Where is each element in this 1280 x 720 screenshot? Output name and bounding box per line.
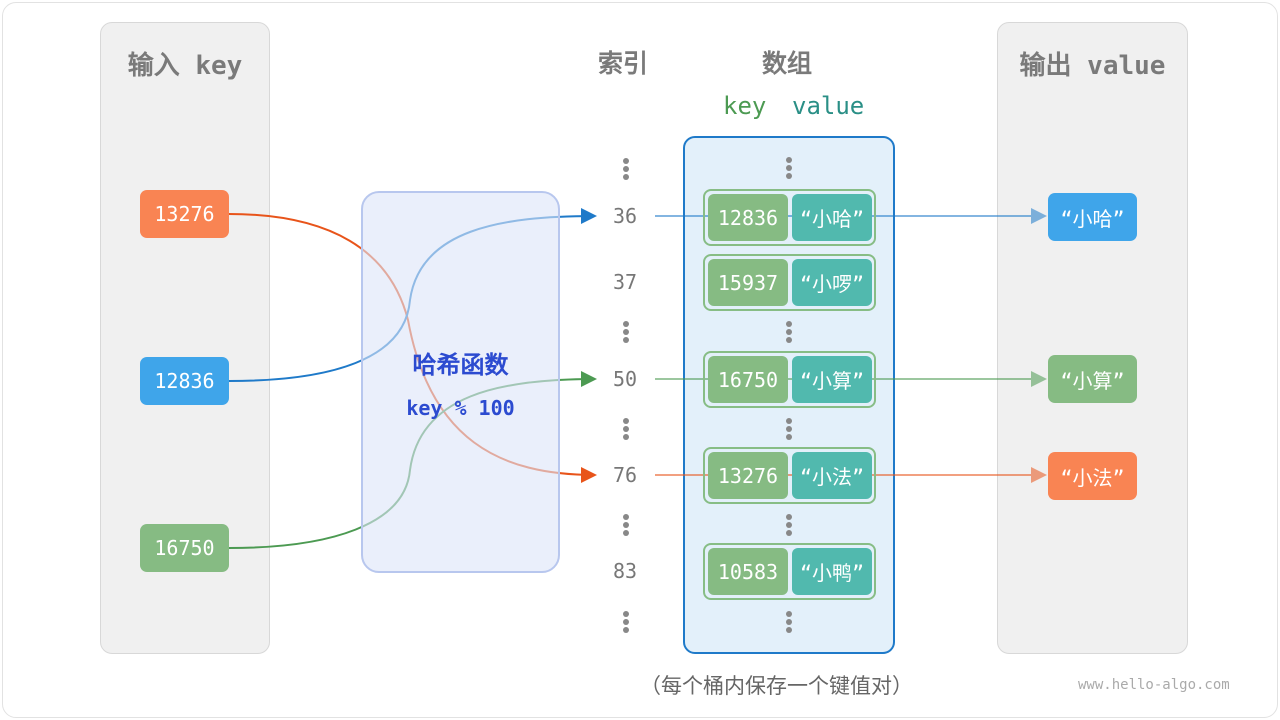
ellipsis-icon xyxy=(623,321,629,345)
ellipsis-icon xyxy=(623,158,629,182)
array-value-label: value xyxy=(792,92,865,120)
hash-function-box: 哈希函数 key % 100 xyxy=(361,191,560,573)
input-key-13276: 13276 xyxy=(140,190,229,238)
ellipsis-icon xyxy=(786,418,792,442)
ellipsis-icon xyxy=(623,611,629,635)
ellipsis-icon xyxy=(786,321,792,345)
output-value-xiaoha: “小哈” xyxy=(1048,193,1137,241)
bucket-37: 15937 “小啰” xyxy=(703,254,876,311)
bucket-value: “小啰” xyxy=(792,259,872,306)
index-header: 索引 xyxy=(598,49,649,78)
ellipsis-icon xyxy=(786,157,792,181)
index-37: 37 xyxy=(612,270,638,294)
ellipsis-icon xyxy=(623,514,629,538)
bucket-key: 10583 xyxy=(708,548,788,595)
bucket-value: “小法” xyxy=(792,452,872,499)
index-50: 50 xyxy=(612,367,638,391)
index-76: 76 xyxy=(612,463,638,487)
input-key-16750: 16750 xyxy=(140,524,229,572)
bucket-76: 13276 “小法” xyxy=(703,447,876,504)
caption: （每个桶内保存一个键值对） xyxy=(640,674,913,698)
output-panel-title: 输出 value xyxy=(1019,51,1166,81)
watermark: www.hello-algo.com xyxy=(1078,677,1230,693)
hash-function-formula: key % 100 xyxy=(406,396,515,420)
index-83: 83 xyxy=(612,559,638,583)
bucket-key: 15937 xyxy=(708,259,788,306)
array-key-label: key xyxy=(723,92,767,120)
bucket-83: 10583 “小鸭” xyxy=(703,543,876,600)
array-header: 数组 xyxy=(762,49,813,78)
index-36: 36 xyxy=(612,204,638,228)
bucket-key: 12836 xyxy=(708,194,788,241)
ellipsis-icon xyxy=(786,611,792,635)
ellipsis-icon xyxy=(623,418,629,442)
bucket-key: 13276 xyxy=(708,452,788,499)
output-value-xiaofa: “小法” xyxy=(1048,452,1137,500)
bucket-key: 16750 xyxy=(708,356,788,403)
output-value-xiaosuan: “小算” xyxy=(1048,355,1137,403)
input-key-12836: 12836 xyxy=(140,357,229,405)
bucket-value: “小鸭” xyxy=(792,548,872,595)
hash-function-title: 哈希函数 xyxy=(412,351,509,379)
bucket-value: “小哈” xyxy=(792,194,872,241)
bucket-value: “小算” xyxy=(792,356,872,403)
input-panel-title: 输入 key xyxy=(127,51,243,81)
ellipsis-icon xyxy=(786,514,792,538)
bucket-50: 16750 “小算” xyxy=(703,351,876,408)
bucket-36: 12836 “小哈” xyxy=(703,189,876,246)
output-panel: 输出 value xyxy=(997,22,1188,654)
